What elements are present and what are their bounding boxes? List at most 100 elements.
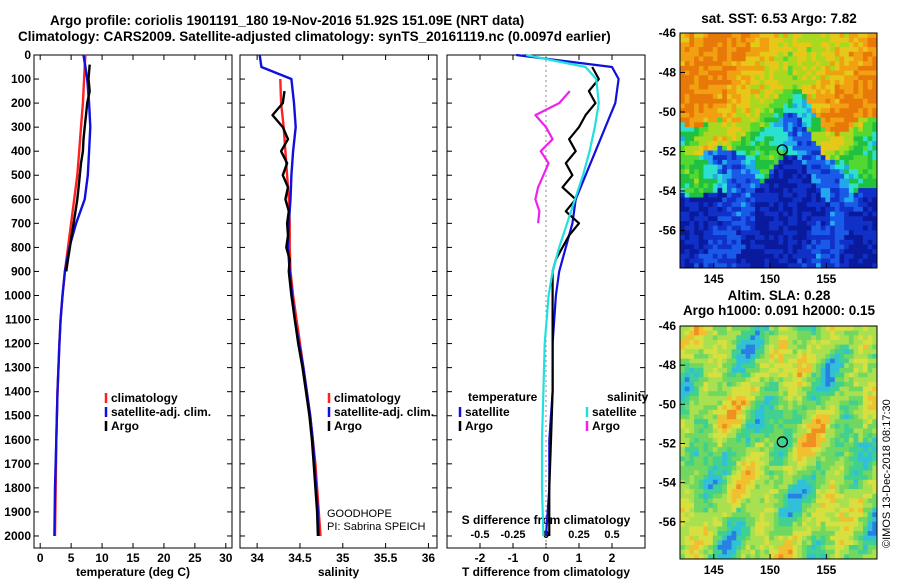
map-cell: [783, 335, 789, 341]
map-cell: [862, 470, 869, 476]
map-cell: [787, 108, 793, 114]
map-cell: [750, 56, 756, 62]
map-cell: [708, 344, 714, 350]
map-cell: [764, 386, 770, 392]
map-cell: [684, 377, 690, 383]
map-cell: [689, 363, 695, 369]
map-cell: [848, 517, 854, 523]
map-cell: [680, 521, 686, 527]
map-cell: [783, 80, 789, 86]
map-cell: [820, 183, 826, 189]
map-cell: [722, 150, 728, 156]
map-cell: [773, 192, 779, 198]
map-cell: [769, 80, 775, 86]
map-cell: [694, 244, 700, 250]
map-cell: [872, 136, 878, 142]
map-cell: [773, 353, 779, 360]
map-cell: [750, 484, 756, 490]
map-cell: [830, 526, 836, 532]
map-cell: [844, 145, 850, 151]
map-cell: [740, 433, 747, 439]
map-cell: [745, 65, 751, 71]
map-cell: [689, 33, 695, 39]
map-cell: [731, 89, 737, 95]
map-cell: [764, 391, 770, 397]
map-cell: [717, 330, 723, 336]
map-frame: [679, 325, 878, 560]
map-cell: [848, 521, 854, 527]
map-cell: [806, 221, 812, 227]
map-cell: [839, 159, 845, 165]
map-cell: [773, 225, 779, 231]
map-cell: [811, 521, 817, 527]
map-cell: [745, 192, 751, 198]
map-cell: [745, 391, 751, 397]
map-cell: [792, 141, 798, 147]
map-cell: [853, 216, 859, 222]
map-cell: [811, 400, 817, 406]
map-cell: [839, 75, 845, 81]
map-cell: [680, 103, 686, 109]
map-cell: [820, 414, 826, 420]
map-cell: [750, 409, 756, 415]
map-cell: [717, 498, 723, 504]
map-cell: [806, 423, 812, 429]
map-cell: [848, 56, 854, 62]
map-cell: [750, 235, 756, 241]
map-cell: [712, 263, 718, 269]
map-cell: [722, 253, 728, 259]
map-cell: [680, 540, 686, 546]
map-cell: [797, 239, 803, 245]
map-cell: [839, 164, 845, 170]
map-cell: [712, 372, 718, 378]
map-cell: [853, 493, 859, 499]
map-cell: [726, 409, 732, 415]
map-cell: [736, 192, 742, 198]
map-cell: [736, 363, 742, 369]
map-cell: [726, 391, 732, 397]
map-cell: [703, 521, 709, 527]
map-cell: [759, 206, 765, 212]
map-cell: [787, 339, 793, 346]
map-cell: [731, 225, 737, 231]
map-cell: [872, 461, 878, 467]
map-cell: [792, 517, 798, 523]
map-cell: [736, 188, 742, 194]
map-cell: [862, 258, 869, 264]
map-cell: [853, 554, 859, 560]
map-cell: [787, 65, 793, 71]
map-cell: [731, 188, 737, 194]
map-cell: [717, 216, 723, 222]
map-cell: [684, 489, 690, 495]
map-cell: [684, 258, 690, 264]
map-cell: [731, 330, 737, 336]
map-cell: [717, 174, 723, 180]
map-cell: [844, 484, 850, 490]
map-cell: [773, 127, 779, 133]
map-cell: [698, 249, 704, 255]
map-cell: [764, 470, 770, 476]
map-cell: [717, 117, 723, 123]
map-cell: [769, 244, 775, 250]
map-cell: [708, 51, 714, 57]
map-cell: [740, 545, 747, 551]
map-cell: [816, 344, 822, 350]
map-cell: [844, 433, 850, 439]
map-cell: [858, 239, 864, 245]
map-cell: [844, 169, 850, 175]
map-cell: [764, 442, 770, 448]
map-cell: [750, 263, 756, 269]
map-cell: [844, 545, 850, 551]
map-cell: [783, 127, 789, 133]
map-cell: [731, 554, 737, 560]
map-cell: [759, 330, 765, 336]
map-cell: [853, 94, 859, 100]
map-cell: [764, 159, 770, 165]
map-cell: [853, 461, 859, 467]
map-cell: [717, 419, 723, 425]
map-cell: [778, 451, 784, 457]
map-cell: [736, 381, 742, 387]
map-cell: [872, 535, 878, 541]
map-cell: [740, 37, 747, 43]
map-cell: [740, 65, 747, 71]
